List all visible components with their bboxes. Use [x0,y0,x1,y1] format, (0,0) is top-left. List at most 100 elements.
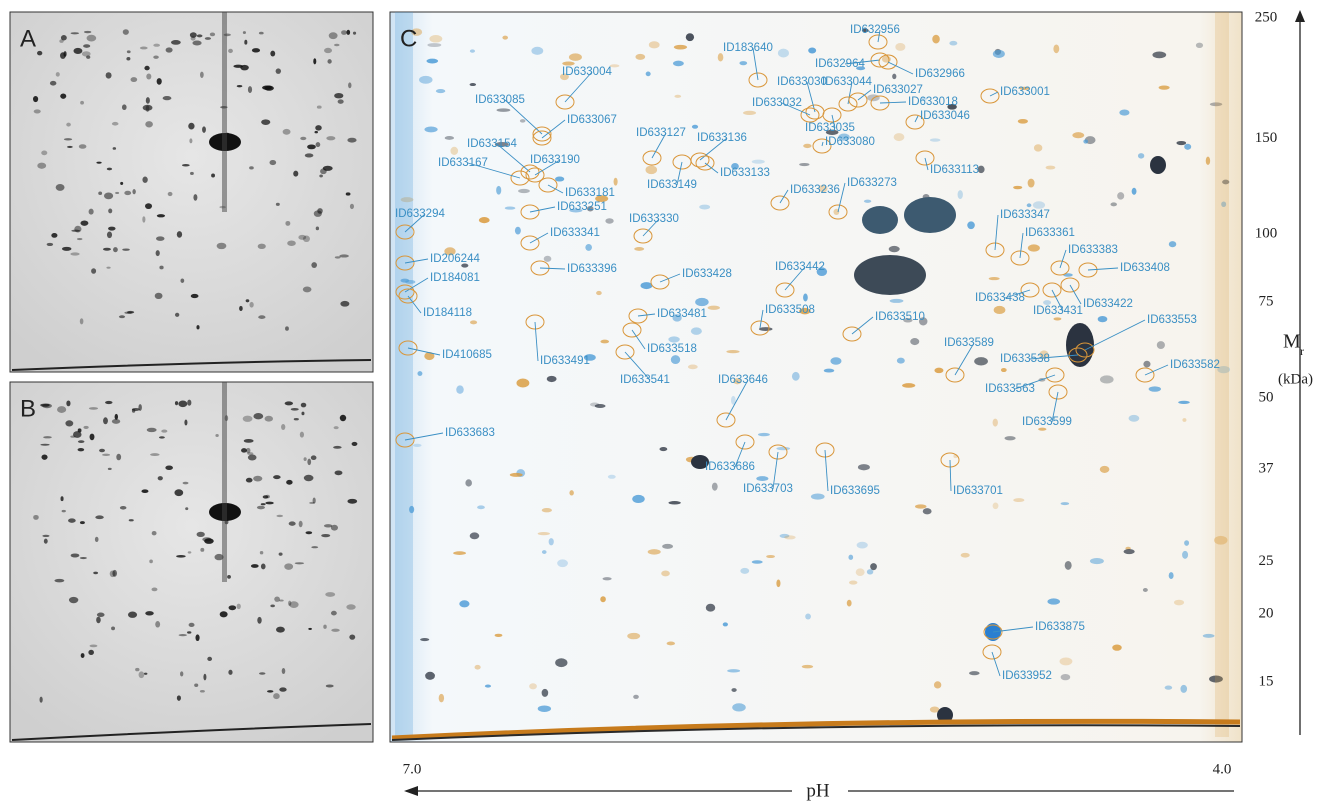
gel-spot [1184,540,1190,546]
mr-tick: 25 [1259,553,1274,569]
gel-spot [146,73,152,80]
gel-spot [330,524,338,531]
gel-spot [74,225,82,233]
gel-spot [1053,44,1060,54]
gel-spot [43,538,48,544]
gel-spot [435,89,446,94]
gel-spot [219,611,228,618]
spot-label: ID633508 [765,304,815,316]
gel-spot [122,29,129,35]
spot-label: ID633875 [1035,621,1085,633]
gel-spot [866,569,874,575]
gel-spot [838,133,850,141]
gel-spot [33,109,41,114]
gel-spot [141,489,149,494]
leader-line [659,273,681,283]
gel-spot [707,305,720,310]
gel-spot [341,30,347,35]
gel-spot [419,75,433,84]
gel-spot [1156,341,1165,349]
gel-streak [395,12,413,737]
leader-line [564,71,593,103]
gel-spot [346,29,351,35]
gel-spot [751,159,765,164]
gel-spot [546,375,557,383]
gel-spot [543,255,552,262]
gel-spot [228,48,233,54]
spot-outline [982,644,1002,660]
gel-spot [848,554,854,560]
gel-spot [106,231,113,239]
gel-spot [99,448,105,453]
gel-spot [854,255,926,295]
gel-spot [86,55,91,59]
gel-streak [222,12,227,212]
gel-spot [922,508,932,515]
gel-spot [88,407,99,410]
gel-spot [245,299,250,303]
gel-spot [260,563,266,570]
spot-outline [828,204,848,220]
gel-spot [334,43,340,47]
spot-label: ID633294 [395,208,445,220]
gel-spot [284,401,294,406]
spot-outline [768,444,788,460]
gel-spot [242,31,246,34]
gel-spot [200,71,204,78]
gel-spot [215,434,219,438]
gel-streak [1215,12,1229,737]
gel-spot [895,42,906,51]
gel-spot [937,707,953,723]
spot-outline [815,442,835,458]
leader-line [534,321,539,362]
gel-spot [142,216,146,223]
spot-outline [615,344,635,360]
gel-spot [1131,187,1137,195]
leader-line [541,119,566,139]
spot-outline [905,114,925,130]
gel-spot [818,184,828,193]
leader-line [914,115,919,123]
gel-spot [920,97,927,101]
gel-spot [340,300,350,307]
mr-sub: r [1300,344,1304,358]
gel-spot [803,143,812,149]
gel-spot [334,256,341,259]
gel-spot [142,176,148,183]
leader-line [734,441,746,468]
gel-spot [1178,400,1190,405]
spot-label: ID633001 [1000,86,1050,98]
gel-spot [33,514,39,520]
gel-spot [43,436,52,439]
gel-spot [73,431,82,438]
gel-spot [196,34,203,38]
gel-spot [412,443,422,448]
spot-outline [395,284,415,300]
gel-spot [477,505,485,510]
gel-spot [102,453,111,456]
gel-spot [1017,118,1028,124]
gel-spot [258,315,266,319]
gel-spot [670,355,681,365]
gel-spot [55,72,60,77]
gel-spot [691,124,699,129]
gel-spot [632,494,645,504]
gel-spot [1027,178,1035,188]
gel-spot [298,520,303,528]
leader-line [407,295,422,314]
gel-spot [1168,241,1177,248]
spot-outline [1075,342,1095,358]
gel-spot [315,142,321,148]
gel-spot [888,245,900,253]
gel-spot [687,364,698,370]
gel-spot [77,448,85,452]
gel-spot [156,236,165,241]
gel-spot [243,438,254,443]
gel-spot [270,604,275,608]
gel-spot [142,104,153,111]
gel-spot [791,371,800,381]
spot-outline [985,242,1005,258]
gel-spot [303,474,314,482]
gel-spot [310,455,317,461]
spot-label: ID633686 [705,461,755,473]
